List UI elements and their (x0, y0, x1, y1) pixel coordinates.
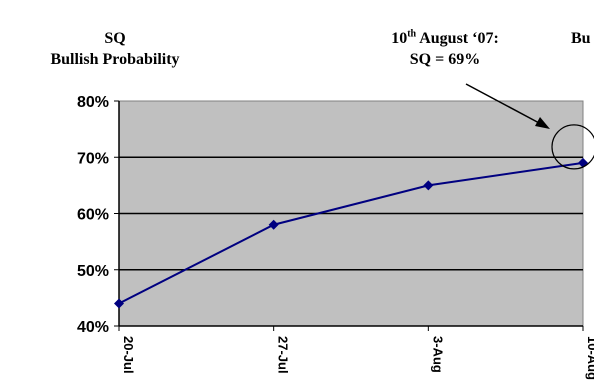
annotation-date-rest: August ‘07: (416, 30, 499, 47)
annotation-arrow-head (535, 117, 550, 129)
annotation-suffix: th (407, 28, 417, 40)
annotation-circle (551, 124, 594, 170)
data-point-3-Aug (423, 180, 434, 191)
chart-title-line2: Bullish Probability (50, 51, 180, 68)
x-tick-label: 3-Aug (430, 336, 445, 373)
y-tick-label: 50% (77, 263, 109, 280)
annotation-text: 10th August ‘07: SQ = 69% (360, 28, 530, 70)
chart-title: SQ Bullish Probability (20, 28, 210, 70)
second-chart-title-fragment: Bu (571, 30, 591, 47)
annotation-arrow-line (465, 83, 542, 125)
annotation-line1: 10th August ‘07: (360, 28, 530, 49)
annotation-line2: SQ = 69% (409, 51, 481, 68)
x-tick-label: 27-Jul (276, 336, 291, 374)
y-tick-label: 70% (77, 150, 109, 167)
data-point-27-Jul (268, 219, 279, 230)
y-tick-label: 40% (77, 319, 109, 336)
y-tick-label: 60% (77, 207, 109, 224)
annotation-day: 10 (391, 30, 408, 47)
y-tick-label: 80% (77, 94, 109, 111)
data-point-20-Jul (114, 298, 124, 309)
series-line (118, 161, 584, 305)
x-tick-label: 10-Aug (585, 336, 594, 380)
x-tick-label: 20-Jul (121, 336, 136, 374)
chart-title-line1: SQ (104, 30, 126, 47)
